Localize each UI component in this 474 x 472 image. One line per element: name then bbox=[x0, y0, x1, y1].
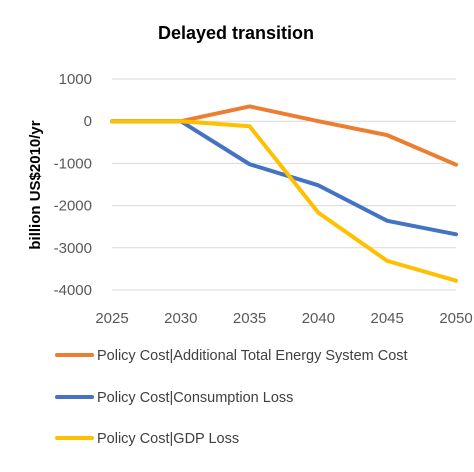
y-tick-label: -2000 bbox=[54, 198, 92, 215]
y-tick-label: 0 bbox=[84, 113, 92, 130]
legend: Policy Cost|Additional Total Energy Syst… bbox=[55, 348, 408, 447]
x-tick-label: 2025 bbox=[95, 310, 128, 327]
y-tick-label: -1000 bbox=[54, 155, 92, 172]
x-tick-label: 2035 bbox=[233, 310, 266, 327]
legend-label: Policy Cost|GDP Loss bbox=[97, 431, 239, 447]
x-tick-label: 2045 bbox=[371, 310, 404, 327]
x-tick-label: 2050 bbox=[439, 310, 472, 327]
y-tick-label: -4000 bbox=[54, 282, 92, 299]
legend-label: Policy Cost|Additional Total Energy Syst… bbox=[97, 348, 408, 364]
series-line bbox=[110, 119, 458, 283]
x-tick-label: 2030 bbox=[164, 310, 197, 327]
x-tick-label: 2040 bbox=[302, 310, 335, 327]
y-tick-label: -3000 bbox=[54, 240, 92, 257]
y-axis-label: billion US$2010/yr bbox=[27, 120, 44, 249]
series-line bbox=[110, 104, 458, 167]
chart-title: Delayed transition bbox=[158, 23, 314, 43]
y-axis-ticks: 1000 0 -1000 -2000 -3000 -4000 bbox=[54, 71, 92, 299]
x-axis-ticks: 2025 2030 2035 2040 2045 2050 bbox=[95, 310, 472, 327]
legend-label: Policy Cost|Consumption Loss bbox=[97, 390, 293, 406]
series-lines bbox=[110, 104, 458, 283]
y-tick-label: 1000 bbox=[59, 71, 92, 88]
gridlines bbox=[112, 78, 456, 291]
series-line bbox=[110, 119, 458, 237]
